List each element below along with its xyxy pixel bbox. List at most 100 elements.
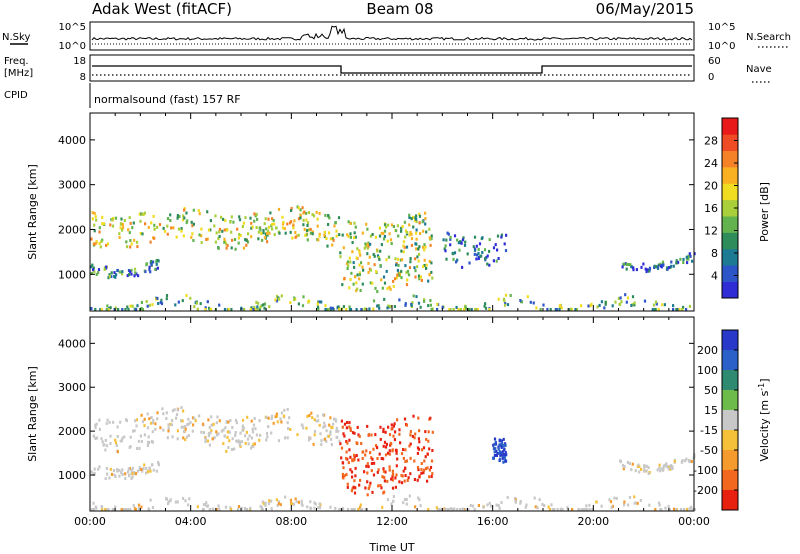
echo-cell (146, 470, 150, 474)
echo-cell (225, 242, 228, 246)
echo-cell (237, 236, 240, 240)
echo-cell (425, 267, 428, 270)
echo-cell (149, 270, 152, 274)
echo-cell (669, 467, 672, 471)
echo-cell (302, 426, 305, 430)
echo-cell (292, 502, 296, 506)
echo-cell (410, 232, 413, 236)
echo-cell (316, 302, 319, 306)
echo-cell (420, 462, 423, 465)
echo-cell (411, 301, 414, 305)
echo-cell (658, 466, 661, 470)
echo-cell (378, 306, 381, 310)
echo-cell (118, 468, 121, 472)
echo-cell (116, 269, 119, 272)
echo-cell (259, 305, 262, 309)
echo-cell (382, 491, 385, 495)
echo-cell (226, 228, 229, 232)
echo-cell (268, 231, 271, 235)
echo-cell (316, 217, 319, 221)
echo-cell (368, 484, 371, 488)
echo-cell (636, 501, 639, 505)
echo-cell (633, 501, 636, 505)
echo-cell (311, 230, 314, 234)
echo-cell (690, 460, 693, 463)
echo-cell (497, 297, 500, 301)
echo-cell (299, 216, 302, 220)
echo-cell (468, 261, 471, 265)
echo-cell (346, 441, 349, 445)
echo-cell (379, 437, 382, 441)
echo-cell (345, 473, 348, 477)
echo-cell (268, 499, 271, 503)
echo-cell (670, 466, 673, 470)
echo-cell (334, 418, 337, 422)
echo-cell (256, 305, 259, 309)
echo-cell (198, 233, 201, 237)
echo-cell (355, 281, 358, 285)
echo-cell (342, 305, 345, 309)
echo-cell (93, 229, 96, 233)
echo-cell (110, 275, 113, 279)
echo-cell (103, 266, 106, 270)
echo-cell (146, 444, 149, 447)
echo-cell (139, 219, 142, 223)
echo-cell (377, 304, 380, 308)
x-tick-label: 00:00 (678, 515, 710, 528)
echo-cell (325, 439, 328, 443)
echo-cell (174, 500, 177, 504)
echo-cell (226, 430, 229, 434)
echo-cell (410, 217, 413, 221)
echo-cell (354, 275, 357, 279)
echo-cell (519, 501, 522, 505)
echo-cell (388, 232, 391, 236)
echo-cell (460, 241, 463, 245)
echo-cell (501, 450, 504, 454)
echo-cell (189, 420, 192, 424)
echo-cell (401, 474, 404, 478)
echo-cell (488, 263, 491, 267)
echo-cell (105, 421, 108, 425)
echo-cell (334, 506, 337, 510)
echo-cell (620, 300, 623, 304)
echo-cell (500, 439, 503, 443)
colorbar-tick-label: -50 (700, 444, 718, 457)
echo-cell (303, 210, 306, 214)
echo-cell (135, 240, 139, 244)
echo-cell (389, 238, 393, 242)
echo-cell (382, 467, 385, 471)
echo-cell (408, 223, 411, 227)
echo-cell (257, 237, 260, 241)
echo-cell (129, 435, 132, 439)
echo-cell (238, 443, 241, 447)
echo-cell (129, 508, 132, 511)
echo-cell (185, 294, 188, 297)
echo-cell (486, 254, 489, 258)
echo-cell (125, 418, 128, 422)
echo-cell (221, 229, 224, 233)
echo-cell (188, 497, 191, 501)
echo-cell (323, 230, 326, 234)
echo-cell (119, 226, 122, 230)
echo-cell (324, 308, 327, 311)
echo-cell (630, 468, 633, 472)
echo-cell (586, 508, 589, 511)
echo-cell (282, 414, 286, 418)
echo-cell (390, 427, 393, 431)
echo-cell (256, 308, 259, 311)
echo-cell (369, 234, 372, 238)
nsky-tick-top: 10^5 (59, 22, 86, 33)
echo-cell (422, 245, 425, 249)
echo-cell (426, 479, 429, 483)
echo-cell (477, 247, 480, 251)
echo-cell (393, 438, 396, 442)
echo-cell (206, 439, 209, 443)
echo-cell (645, 270, 648, 274)
echo-cell (306, 221, 310, 225)
echo-cell (297, 206, 300, 210)
echo-cell (400, 276, 403, 280)
echo-cell (352, 485, 355, 489)
echo-cell (376, 470, 379, 474)
